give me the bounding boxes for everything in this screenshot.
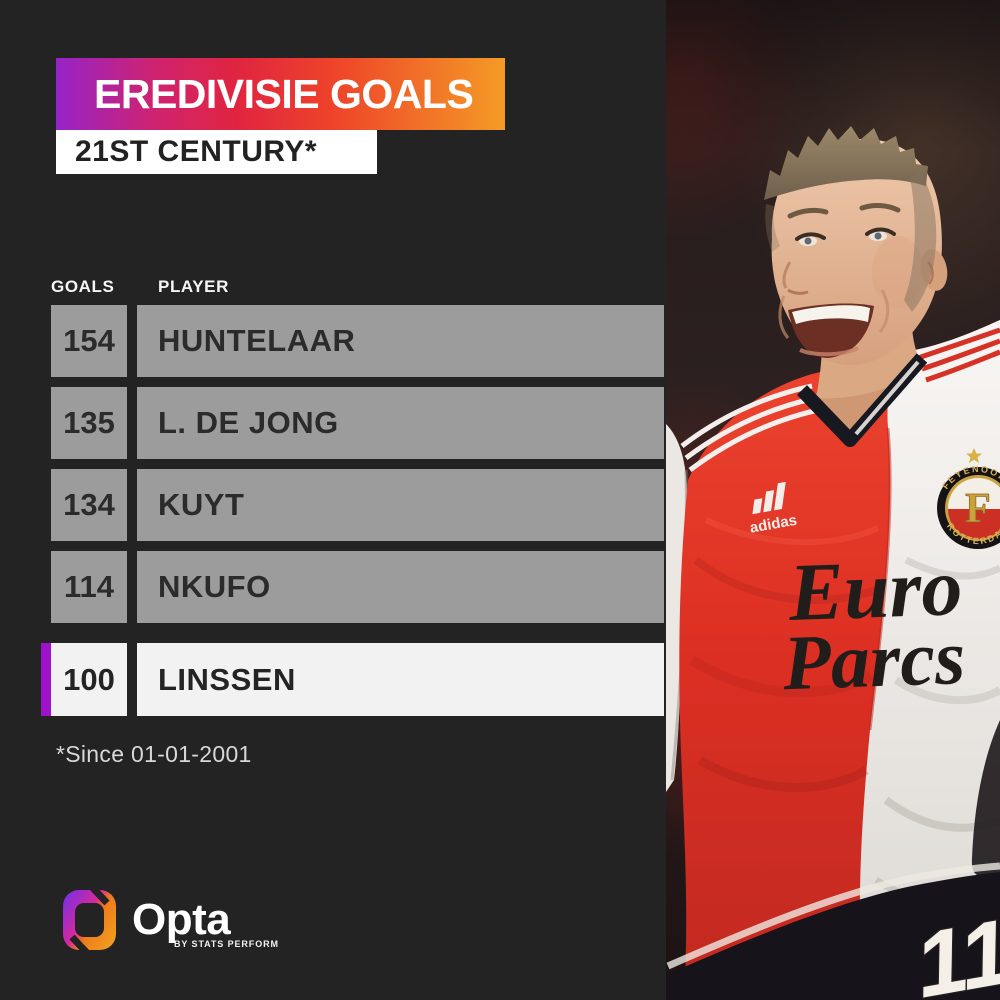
table-row: 154 HUNTELAAR [0,305,670,377]
hair [764,126,928,200]
goals-cell: 135 [51,387,127,459]
shorts-number: 11 [908,900,1000,1000]
shorts [666,872,1000,1000]
opta-logo-icon [63,889,116,951]
player-head [764,126,948,366]
footnote: *Since 01-01-2001 [56,741,252,767]
player-cell: L. DE JONG [137,387,664,459]
shirt-sponsor: Euro Parcs [781,541,967,706]
column-header-player: PLAYER [158,277,229,296]
sleeve [666,424,688,792]
subtitle-text: 21ST CENTURY* [75,135,318,168]
player-cell: LINSSEN [137,643,664,716]
adidas-stripes-right [917,327,1000,383]
goals-cell: 100 [51,643,127,716]
goals-cell: 114 [51,551,127,623]
face [778,203,901,358]
player-cell: NKUFO [137,551,664,623]
table-row: 134 KUYT [0,469,670,541]
table-row: 114 NKUFO [0,551,670,623]
goals-cell: 154 [51,305,127,377]
subtitle-box: 21ST CENTURY* [56,130,377,174]
goals-cell: 134 [51,469,127,541]
title-banner: EREDIVISIE GOALS [56,58,505,130]
player-cell: KUYT [137,469,664,541]
player-photo: adidas F FEYENOORD ROTTERDAM Euro Parcs … [666,0,1000,1000]
table-row-highlighted: 100 LINSSEN [0,643,670,716]
crest-letter: F [965,486,991,532]
table-row: 135 L. DE JONG [0,387,670,459]
sponsor-line2: Parcs [781,613,967,706]
column-header-goals: GOALS [51,277,115,296]
sponsor-line1: Euro [786,541,963,638]
adidas-stripes-left [680,383,819,473]
opta-byline: BY STATS PERFORM [174,939,279,949]
opta-logo: Opta BY STATS PERFORM [62,889,322,959]
opta-wordmark: Opta [132,895,231,944]
feyenoord-crest: F FEYENOORD ROTTERDAM [937,448,1000,549]
highlight-accent-bar [41,643,51,716]
crest-star [966,448,982,463]
page-title: EREDIVISIE GOALS [94,70,474,117]
player-cell: HUNTELAAR [137,305,664,377]
